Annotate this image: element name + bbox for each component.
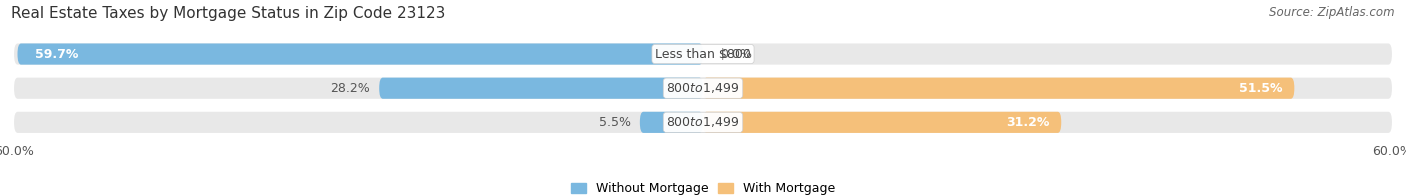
Text: Real Estate Taxes by Mortgage Status in Zip Code 23123: Real Estate Taxes by Mortgage Status in … xyxy=(11,6,446,21)
Text: 28.2%: 28.2% xyxy=(330,82,370,95)
FancyBboxPatch shape xyxy=(640,112,703,133)
FancyBboxPatch shape xyxy=(14,112,1392,133)
FancyBboxPatch shape xyxy=(14,44,1392,65)
FancyBboxPatch shape xyxy=(14,78,1392,99)
Text: Less than $800: Less than $800 xyxy=(655,48,751,61)
FancyBboxPatch shape xyxy=(703,78,1295,99)
Text: $800 to $1,499: $800 to $1,499 xyxy=(666,115,740,129)
Text: 0.0%: 0.0% xyxy=(720,48,752,61)
Legend: Without Mortgage, With Mortgage: Without Mortgage, With Mortgage xyxy=(565,178,841,196)
Text: Source: ZipAtlas.com: Source: ZipAtlas.com xyxy=(1270,6,1395,19)
FancyBboxPatch shape xyxy=(17,44,703,65)
Text: 59.7%: 59.7% xyxy=(35,48,79,61)
Text: 51.5%: 51.5% xyxy=(1239,82,1282,95)
Text: 5.5%: 5.5% xyxy=(599,116,631,129)
FancyBboxPatch shape xyxy=(703,112,1062,133)
FancyBboxPatch shape xyxy=(380,78,703,99)
Text: $800 to $1,499: $800 to $1,499 xyxy=(666,81,740,95)
Text: 31.2%: 31.2% xyxy=(1007,116,1050,129)
